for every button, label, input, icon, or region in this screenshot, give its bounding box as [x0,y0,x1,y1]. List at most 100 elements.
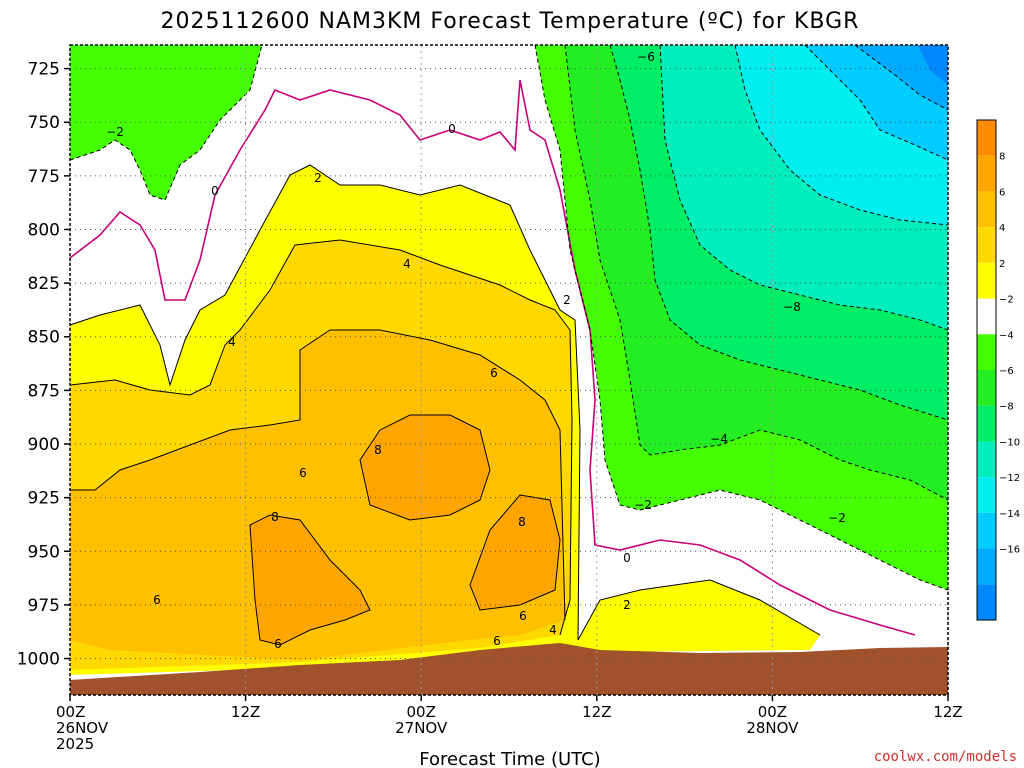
x-tick-label: 00Z [56,703,85,721]
colorbar-label: −8 [999,402,1014,413]
contour-label: 6 [274,637,282,651]
y-tick-label: 975 [28,596,60,616]
y-tick-label: 900 [28,435,60,455]
contour-label: 8 [271,510,279,524]
contour-label: −2 [634,498,652,512]
colorbar-swatch [977,120,996,156]
contour-label: 0 [448,122,456,136]
colorbar-label: 4 [999,223,1005,234]
eight-contour-right [469,494,561,611]
colorbar-label: 6 [999,187,1005,198]
y-tick-label: 950 [28,542,60,562]
contour-label: 6 [519,609,527,623]
plot-area [70,45,948,695]
minus2-contour-upper-left [69,44,263,201]
y-tick-label: 750 [28,113,60,133]
cold-region-minus14 [855,45,948,110]
x-tick-label: 12Z [231,703,260,721]
colorbar-swatch [977,298,996,335]
minus12-contour [804,44,949,161]
cold-region-minus16 [918,45,948,85]
two-contour [69,164,821,641]
colorbar-swatch [977,227,996,263]
minus6-contour [609,44,949,421]
contour-labels: −6 −2 0 0 2 4 2 −8 4 6 6 8 6 8 8 −4 −2 −2 6 0 6 2 6 4 [106,50,846,651]
y-tick-label: 850 [28,328,60,348]
contour-label: 0 [623,551,631,565]
chart-title: 2025112600 NAM3KM Forecast Temperature (… [161,9,860,34]
x-tick-label: 12Z [933,703,962,721]
colorbar-swatch [977,584,996,620]
colorbar-swatch [977,405,996,442]
warm-core-right [470,495,560,610]
x-tick-label: 2025 [56,735,94,753]
y-tick-label: 775 [28,167,60,187]
contour-label: 6 [153,593,161,607]
minus8-contour [659,44,949,331]
warm-region-6 [70,330,565,660]
x-tick-label: 12Z [582,703,611,721]
eight-contour-center [359,414,491,521]
contour-label: 6 [493,634,501,648]
y-tick-label: 875 [28,381,60,401]
x-tick-label: 00Z [407,703,436,721]
colorbar-swatch [977,334,996,370]
contour-label: 4 [549,623,557,637]
warm-core-center [360,415,490,520]
warm-core-left [250,515,370,645]
contour-label: −2 [828,511,846,525]
colorbar-label: −16 [999,545,1020,556]
contour-label: −6 [637,50,655,64]
y-tick-label: 825 [28,274,60,294]
y-tick-label: 925 [28,489,60,509]
colorbar-label: −6 [999,366,1014,377]
contour-label: −4 [710,432,728,446]
contour-label: −8 [783,300,801,314]
colorbar-label: −2 [999,295,1014,306]
x-tick-label: 26NOV [56,719,109,737]
colorbar-swatch [977,262,996,299]
contour-label: 6 [490,366,498,380]
colorbar-label: −14 [999,509,1020,520]
contour-label: 4 [228,335,236,349]
contour-lines [69,44,949,646]
contour-label: 6 [299,466,307,480]
zero-contour-upper [69,79,916,636]
credit-link[interactable]: coolwx.com/models [874,749,1017,765]
four-contour [69,239,573,636]
minus4-contour [564,44,949,501]
minus2-contour-right [534,44,949,591]
y-axis-ticks: 725 750 775 800 825 850 875 900 925 950 975 1000 [17,60,70,670]
eight-contour-left [249,514,371,646]
contour-label: 8 [518,515,526,529]
x-tick-label: 00Z [758,703,787,721]
colorbar-swatch [977,155,996,192]
x-tick-label: 28NOV [746,719,799,737]
colorbar-swatch [977,548,996,585]
contour-label: 0 [211,184,219,198]
colorbar-label: 2 [999,259,1005,270]
colorbar-label: 8 [999,152,1005,163]
contour-label: 4 [403,257,411,271]
x-tick-label: 27NOV [395,719,448,737]
colorbar-swatch [977,477,996,513]
y-tick-label: 1000 [17,650,60,670]
six-contour [70,329,566,621]
colorbar-swatch [977,191,996,228]
x-axis-label: Forecast Time (UTC) [419,749,600,768]
minus10-contour [734,44,949,226]
contour-label: 2 [563,293,571,307]
y-tick-label: 800 [28,220,60,240]
contour-label: 2 [314,171,322,185]
colorbar-label: −4 [999,330,1014,341]
colorbar-label: −12 [999,473,1020,484]
contour-label: 2 [623,598,631,612]
colorbar-frame [976,119,997,621]
y-tick-label: 725 [28,60,60,80]
colorbar-swatch [977,512,996,549]
colorbar-swatch [977,441,996,478]
colorbar-swatch [977,370,996,406]
contour-label: 8 [374,443,382,457]
colorbar-label: −10 [999,437,1020,448]
